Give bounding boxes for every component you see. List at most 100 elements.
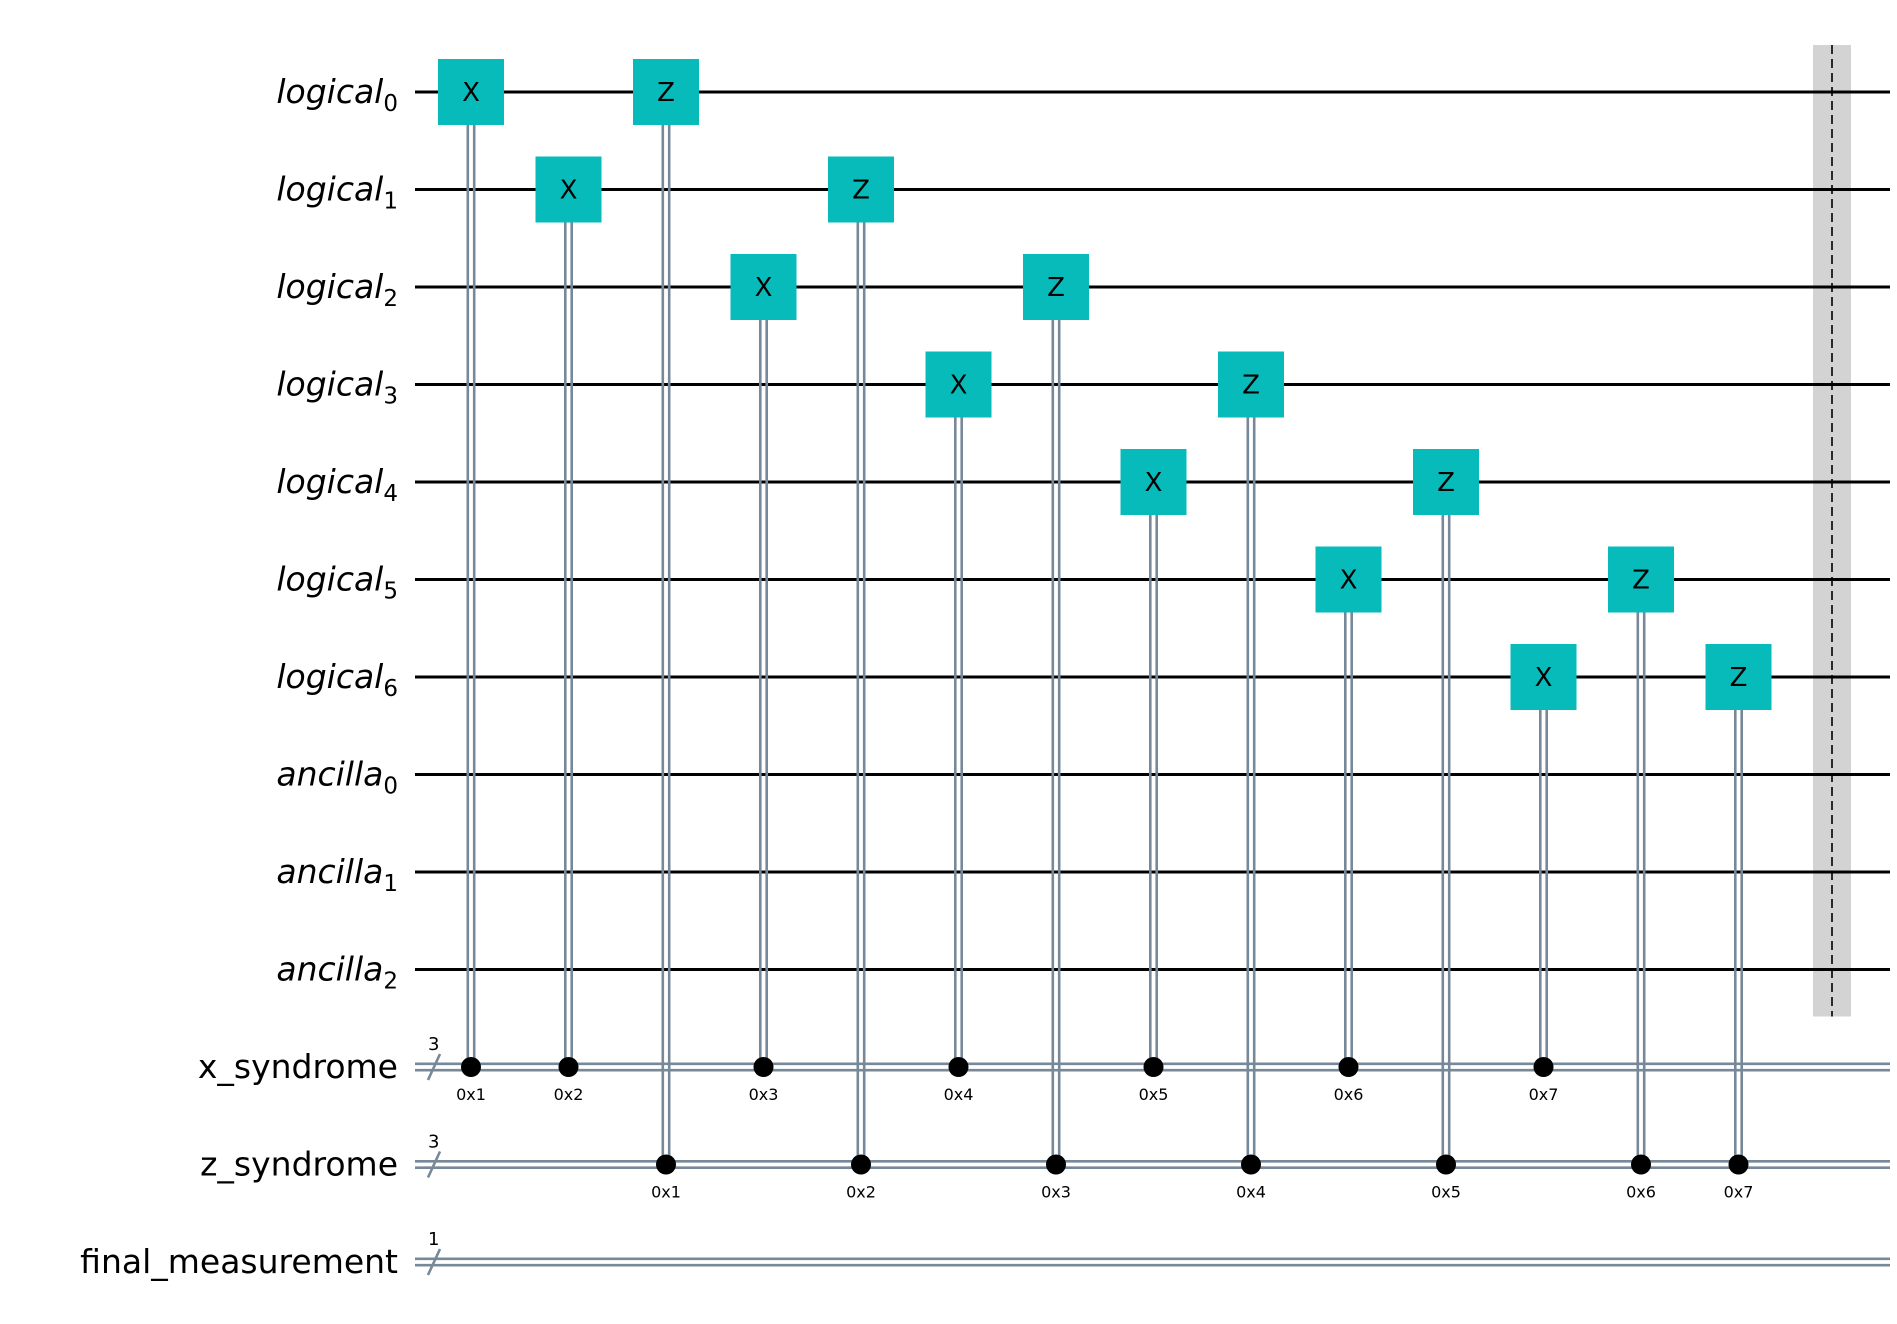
qubit-label: logical5 xyxy=(276,560,398,605)
qubit-index: 1 xyxy=(383,871,398,897)
conditional-gate-x: 0x4 xyxy=(944,384,974,1104)
conditional-gate-x: 0x6 xyxy=(1334,579,1364,1104)
qubit-label: logical4 xyxy=(276,462,398,507)
condition-dot xyxy=(753,1057,774,1077)
qubit-index: 2 xyxy=(383,286,398,312)
gate-label: Z xyxy=(1632,566,1650,596)
gate-label: X xyxy=(1145,468,1163,498)
qubit-register-name: ancilla xyxy=(276,755,383,794)
gate-label: X xyxy=(462,78,480,108)
condition-value: 0x6 xyxy=(1334,1085,1364,1104)
condition-dot xyxy=(1436,1154,1456,1175)
gate-body xyxy=(1218,351,1284,418)
gate-body xyxy=(1413,449,1479,515)
bus-slash-mark xyxy=(426,1150,442,1179)
condition-value: 0x1 xyxy=(651,1183,681,1202)
gate-label: X xyxy=(1340,566,1358,596)
gate-body xyxy=(1608,546,1674,613)
gate-label: X xyxy=(1535,663,1553,693)
gate-x-box: X xyxy=(1315,546,1382,613)
condition-dot xyxy=(851,1154,871,1175)
gate-body xyxy=(633,59,699,125)
qubit-label: logical0 xyxy=(276,72,398,117)
gate-z-box: Z xyxy=(1705,644,1772,710)
condition-value: 0x6 xyxy=(1626,1183,1656,1202)
conditional-links-layer: 0x1 0x2 0x1 0x3 0x2 0x4 0x3 0x5 0x4 0x6 0x5 0x7 0x6 0… xyxy=(456,92,1753,1202)
gate-x-box: X xyxy=(1120,449,1187,515)
gate-label: Z xyxy=(1047,273,1065,303)
gate-label: Z xyxy=(1437,468,1455,498)
conditional-gate-z: 0x1 xyxy=(651,92,681,1202)
gate-label: X xyxy=(560,176,578,206)
condition-dot xyxy=(1533,1057,1554,1077)
qubit-index: 2 xyxy=(383,969,398,995)
gate-body xyxy=(828,156,894,223)
gate-body xyxy=(1120,449,1187,515)
condition-dot xyxy=(1241,1154,1261,1175)
conditional-gate-x: 0x3 xyxy=(749,287,778,1104)
qubit-label: logical1 xyxy=(276,170,398,215)
conditional-gate-z: 0x4 xyxy=(1236,384,1266,1202)
barrier-layer xyxy=(1813,45,1851,1017)
qubit-label: logical6 xyxy=(276,657,398,702)
gate-body xyxy=(925,351,992,418)
gate-label: Z xyxy=(1242,371,1260,401)
gate-x-box: X xyxy=(730,254,797,320)
qubit-index: 4 xyxy=(383,481,398,507)
gate-label: Z xyxy=(657,78,675,108)
gate-body xyxy=(438,59,504,125)
gate-z-box: Z xyxy=(633,59,699,125)
qubit-index: 1 xyxy=(383,189,398,215)
register-width: 3 xyxy=(428,1034,439,1055)
qubit-index: 0 xyxy=(383,774,398,800)
gate-x-box: X xyxy=(925,351,992,418)
qubit-register-name: logical xyxy=(276,170,383,209)
condition-dot xyxy=(948,1057,969,1077)
condition-dot xyxy=(1143,1057,1164,1077)
condition-value: 0x4 xyxy=(944,1085,974,1104)
classical-register-label: x_syndrome xyxy=(198,1047,398,1086)
gate-body xyxy=(535,156,602,223)
condition-value: 0x1 xyxy=(456,1085,486,1104)
qubit-register-name: logical xyxy=(276,267,383,306)
qubit-register-name: logical xyxy=(276,462,383,501)
qubit-index: 3 xyxy=(383,384,398,410)
qubit-label: ancilla0 xyxy=(276,755,398,800)
condition-value: 0x2 xyxy=(554,1085,584,1104)
qubit-label: ancilla2 xyxy=(276,950,398,995)
conditional-gate-z: 0x3 xyxy=(1041,287,1071,1202)
condition-dot xyxy=(558,1057,579,1077)
classical-register-label: z_syndrome xyxy=(200,1145,398,1184)
condition-value: 0x7 xyxy=(1529,1085,1559,1104)
condition-dot xyxy=(656,1154,676,1175)
conditional-gate-z: 0x7 xyxy=(1724,677,1753,1202)
gate-body xyxy=(1315,546,1382,613)
gate-z-box: Z xyxy=(1023,254,1089,320)
conditional-gate-x: 0x1 xyxy=(456,92,486,1104)
gate-x-box: X xyxy=(1510,644,1577,710)
classical-register-label: final_measurement xyxy=(80,1242,398,1281)
gate-label: X xyxy=(950,371,968,401)
conditional-gate-x: 0x5 xyxy=(1139,482,1168,1104)
gate-label: X xyxy=(755,273,773,303)
gate-z-box: Z xyxy=(1413,449,1479,515)
condition-dot xyxy=(1728,1154,1749,1175)
qubit-register-name: logical xyxy=(276,72,383,111)
gate-z-box: Z xyxy=(1608,546,1674,613)
gate-label: Z xyxy=(1730,663,1748,693)
conditional-gate-x: 0x2 xyxy=(554,189,584,1104)
condition-dot xyxy=(461,1057,481,1077)
gate-x-box: X xyxy=(535,156,602,223)
gate-body xyxy=(1023,254,1089,320)
gate-label: Z xyxy=(852,176,870,206)
conditional-gate-z: 0x6 xyxy=(1626,579,1656,1202)
conditional-gate-x: 0x7 xyxy=(1529,677,1559,1104)
register-width: 1 xyxy=(428,1229,439,1250)
qubit-index: 6 xyxy=(383,676,398,702)
bus-slash-mark xyxy=(426,1248,442,1276)
gate-z-box: Z xyxy=(1218,351,1284,418)
qubit-register-name: logical xyxy=(276,365,383,404)
register-width: 3 xyxy=(428,1132,439,1153)
condition-value: 0x5 xyxy=(1431,1183,1461,1202)
